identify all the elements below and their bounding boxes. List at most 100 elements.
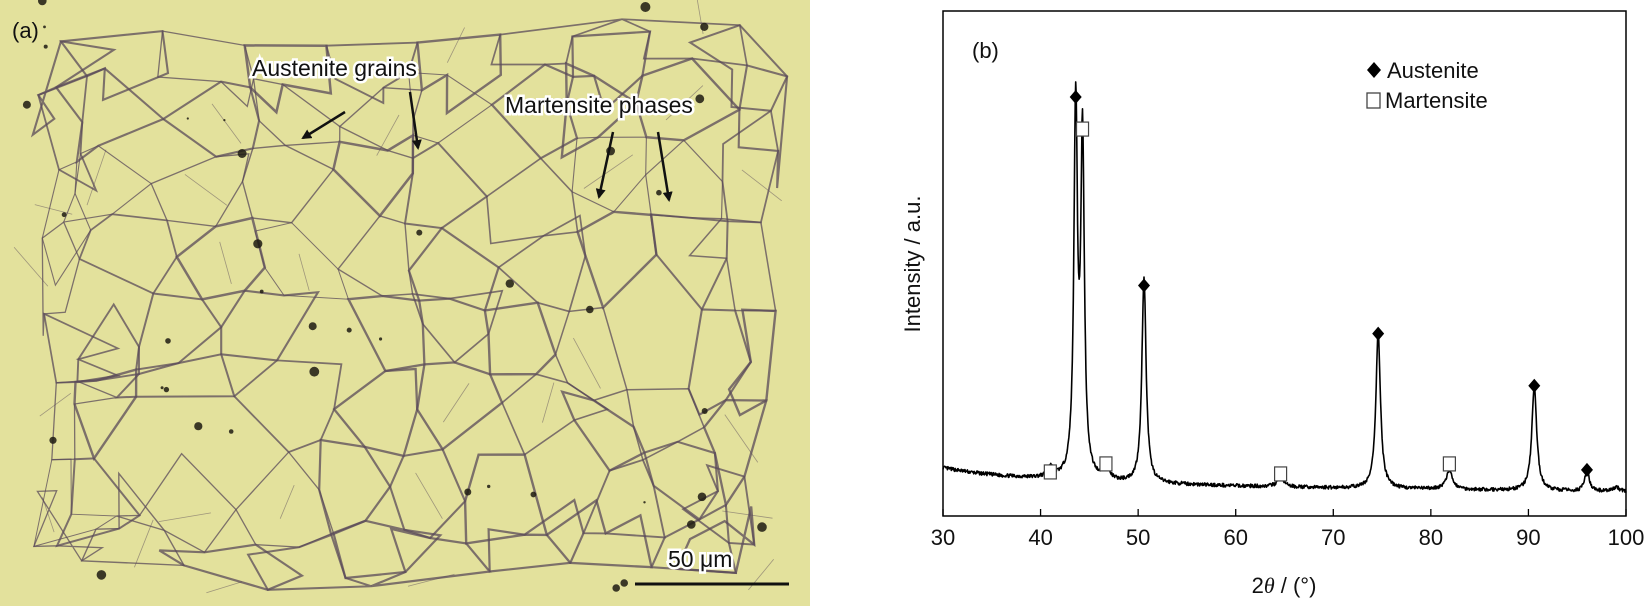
inclusion-spot	[43, 25, 46, 29]
inclusion-spot	[163, 386, 170, 393]
martensite-peak-marker	[1075, 121, 1090, 137]
twin-line	[415, 472, 443, 519]
inclusion-spot	[416, 229, 423, 236]
x-axis-ticks: 30 40 50 60 70 80 90 100	[931, 509, 1645, 550]
x-tick-label: 50	[1126, 525, 1150, 550]
plot-frame	[942, 10, 1627, 517]
inclusion-spot	[160, 386, 164, 390]
inclusion-spot	[757, 522, 767, 532]
twin-line	[442, 383, 470, 423]
inclusion-spot	[22, 100, 31, 109]
micrograph-panel-label: (a)	[12, 18, 39, 43]
micrograph-background	[0, 0, 810, 606]
inclusion-spot	[49, 436, 57, 444]
twin-line	[542, 382, 555, 423]
x-axis-label-prefix: 2	[1252, 573, 1264, 598]
inclusion-spot	[253, 239, 263, 249]
twin-line	[134, 519, 154, 568]
x-tick-label: 100	[1608, 525, 1645, 550]
x-tick-label: 70	[1321, 525, 1345, 550]
inclusion-spot	[259, 289, 264, 294]
twin-line	[573, 337, 601, 389]
grain-boundary	[675, 506, 756, 575]
austenite-arrow-2	[408, 91, 422, 150]
legend: Austenite Martensite	[1366, 58, 1488, 113]
austenite-legend-diamond	[1367, 62, 1381, 78]
micrograph-vignette	[0, 0, 810, 606]
inclusion-spot	[464, 488, 472, 496]
twin-line	[211, 103, 242, 144]
inclusion-spot	[237, 149, 247, 158]
austenite-peak-marker	[1137, 278, 1150, 293]
inclusion-spots	[22, 0, 767, 592]
inclusion-spot	[697, 492, 707, 502]
inclusion-spot	[612, 584, 620, 592]
x-tick-label: 60	[1223, 525, 1247, 550]
xrd-chart: (b) Intensity / a.u. 2θ / (°) 30 40 50 60 70…	[900, 10, 1645, 598]
legend-label-martensite: Martensite	[1385, 88, 1488, 113]
chart-panel-label: (b)	[972, 38, 999, 63]
x-axis-label-symbol: θ	[1264, 573, 1275, 598]
x-tick-label: 80	[1419, 525, 1443, 550]
inclusion-spot	[530, 491, 537, 498]
legend-label-austenite: Austenite	[1387, 58, 1479, 83]
twin-line	[298, 253, 310, 291]
inclusion-spot	[505, 279, 514, 288]
grain-boundary	[370, 527, 492, 588]
inclusion-spot	[194, 422, 203, 431]
martensite-legend-square	[1366, 92, 1381, 109]
twin-line	[407, 573, 455, 587]
inclusion-spot	[700, 22, 709, 31]
inclusion-spot	[309, 366, 320, 377]
martensite-peak-marker	[1442, 456, 1456, 472]
grain-boundary	[332, 519, 443, 580]
twin-line	[34, 204, 73, 215]
inclusion-spot	[43, 44, 48, 49]
x-axis-label: 2θ / (°)	[1252, 573, 1317, 598]
peak-markers	[1043, 90, 1593, 482]
inclusion-spot	[165, 338, 171, 344]
y-axis-label: Intensity / a.u.	[900, 196, 925, 333]
inclusion-spot	[223, 119, 226, 122]
x-axis-label-suffix: / (°)	[1275, 573, 1317, 598]
x-tick-label: 90	[1516, 525, 1540, 550]
twin-line	[665, 85, 704, 121]
austenite-arrow-1	[301, 110, 346, 140]
twin-line	[86, 149, 107, 206]
martensite-arrow-1	[595, 131, 615, 199]
inclusion-spot	[399, 72, 402, 76]
inclusion-spot	[701, 408, 708, 414]
inclusion-spot	[695, 94, 705, 104]
grain-boundary	[737, 64, 789, 189]
twin-line	[722, 510, 773, 519]
twin-line	[724, 414, 759, 463]
inclusion-spot	[643, 501, 646, 504]
martensite-peak-marker	[1043, 464, 1057, 480]
inclusion-spot	[346, 327, 352, 333]
twin-line	[741, 169, 782, 202]
scale-bar-label: 50 μm	[668, 546, 732, 572]
twin-line	[13, 247, 49, 287]
twin-line	[583, 154, 634, 189]
inclusion-spot	[38, 0, 47, 6]
inclusion-spot	[186, 117, 189, 120]
inclusion-spot	[61, 212, 67, 218]
inclusion-spot	[379, 337, 383, 341]
inclusion-spot	[687, 520, 696, 529]
inclusion-spot	[620, 579, 628, 587]
twin-line	[158, 512, 211, 522]
austenite-grains-annotation: Austenite grains	[252, 55, 417, 81]
inclusion-spot	[96, 570, 107, 580]
twin-line	[39, 392, 72, 417]
twin-line	[206, 581, 243, 594]
martensite-arrow-2	[656, 131, 673, 202]
austenite-peak-marker	[1069, 90, 1082, 105]
martensite-phases-annotation: Martensite phases	[505, 92, 693, 118]
inclusion-spot	[640, 2, 651, 12]
austenite-peak-marker	[1528, 378, 1541, 393]
austenite-peak-marker	[1372, 326, 1385, 341]
twin-line	[219, 241, 232, 285]
inclusion-spot	[586, 305, 594, 314]
x-tick-label: 40	[1028, 525, 1052, 550]
austenite-peak-marker	[1580, 462, 1593, 477]
